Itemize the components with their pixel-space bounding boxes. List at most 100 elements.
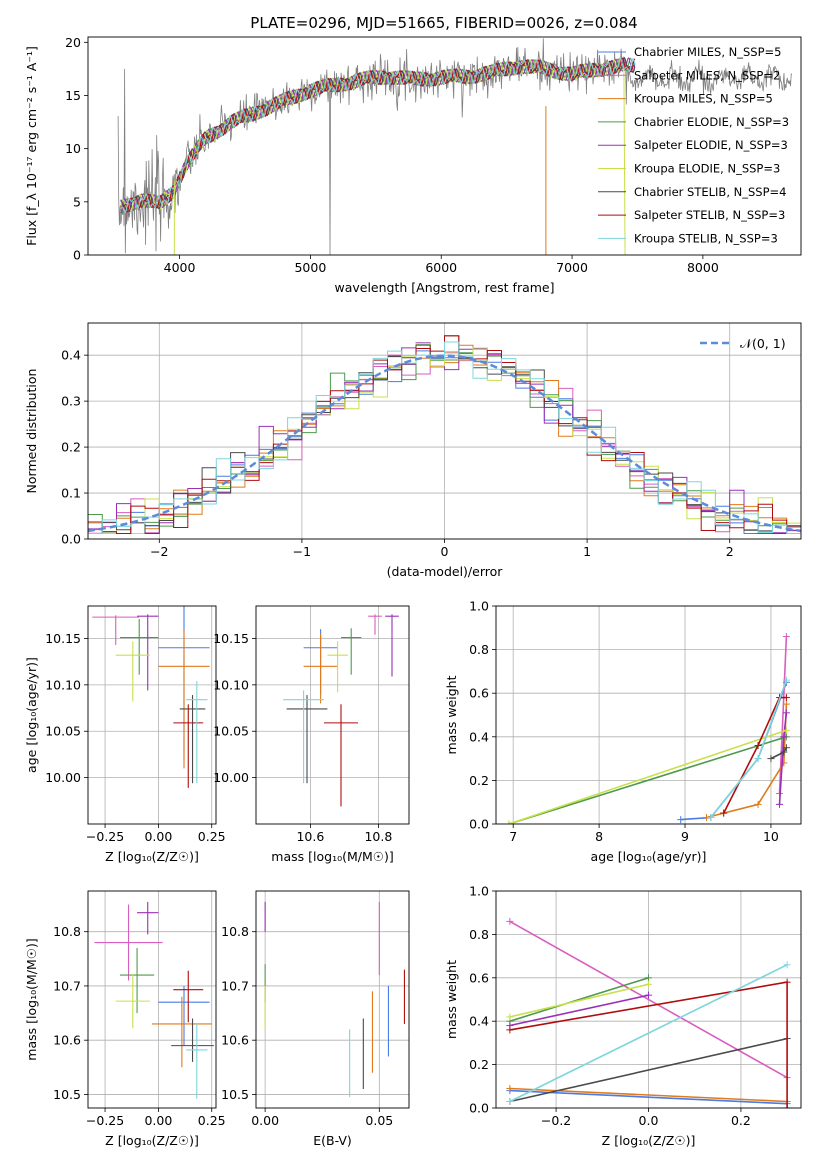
x-tick-label: 10	[763, 829, 779, 844]
y-tick-label: 10.05	[45, 724, 81, 739]
x-tick-label: 6000	[425, 260, 457, 275]
y-tick-label: 0.0	[469, 1101, 489, 1116]
y-tick-label: 0	[73, 248, 81, 263]
legend-entry: Kroupa ELODIE, N_SSP=3	[634, 162, 780, 176]
errorbar-point	[94, 904, 163, 981]
errorbar-point	[120, 947, 155, 1014]
x-tick-label: 0	[441, 544, 449, 559]
axes-frame	[255, 605, 410, 825]
errorbar-point	[92, 615, 140, 645]
plot-area	[88, 323, 801, 539]
y-tick-label: 0.3	[61, 394, 81, 409]
axes-frame	[87, 36, 802, 256]
normal-curve	[88, 354, 801, 533]
y-tick-label: 10.15	[45, 631, 81, 646]
y-axis-label: mass weight	[444, 675, 459, 754]
x-tick-label: 2	[726, 544, 734, 559]
x-axis-label: mass [log₁₀(M/M☉)]	[271, 849, 393, 864]
y-axis-label: age [log₁₀(age/yr)]	[24, 657, 39, 773]
y-tick-label: 10.8	[221, 924, 249, 939]
legend-entry: Salpeter ELODIE, N_SSP=3	[634, 138, 788, 152]
weight-line-8	[509, 964, 788, 1103]
y-tick-label: 0.2	[469, 1057, 489, 1072]
weight-line-4	[509, 994, 649, 1027]
errorbar-point	[137, 614, 159, 691]
chart-age-vs-mass: 10.6 10.8 10.00 10.05 10.10 10.15 mass [log₁₀(…	[213, 605, 410, 864]
y-tick-label: 0.1	[61, 486, 81, 501]
y-tick-label: 0.4	[469, 1014, 489, 1029]
y-tick-label: 10.5	[221, 1087, 249, 1102]
legend-entry: Chabrier MILES, N_SSP=5	[634, 45, 781, 59]
errorbar-point	[186, 1022, 208, 1099]
y-axis-label: Normed distribution	[24, 369, 39, 494]
errorbar-point	[179, 695, 206, 784]
x-axis-label: E(B-V)	[313, 1133, 352, 1148]
plot-area	[256, 891, 409, 1108]
chart-mass-vs-EBV: 0.00 0.05 10.5 10.6 10.7 10.8 E(B-V)	[221, 890, 410, 1148]
y-tick-label: 10.6	[53, 1033, 81, 1048]
x-axis-label: Z [log₁₀(Z/Z☉)]	[105, 849, 199, 864]
errorbar-point	[115, 974, 150, 1029]
x-tick-label: 0.00	[144, 1113, 172, 1128]
x-tick-label: 0.25	[198, 829, 226, 844]
x-tick-label: 0.00	[251, 1113, 279, 1128]
axes-frame	[87, 605, 217, 825]
axes-frame	[495, 605, 802, 825]
y-tick-label: 10.10	[45, 677, 81, 692]
errorbar-point	[120, 618, 159, 675]
errorbar-point	[324, 704, 358, 807]
errorbar-point	[115, 641, 150, 702]
x-tick-label: 7000	[556, 260, 588, 275]
y-tick-label: 20	[65, 35, 81, 50]
y-tick-label: 0.0	[61, 532, 81, 547]
legend-entry: 𝒩(0, 1)	[740, 336, 786, 351]
plot-area	[496, 606, 801, 824]
x-axis-label: age [log₁₀(age/yr)]	[591, 849, 707, 864]
errorbar-point	[173, 704, 204, 788]
errorbar-point	[283, 690, 324, 784]
x-tick-label: −1	[293, 544, 311, 559]
errorbar-point	[186, 681, 208, 784]
x-axis-label: Z [log₁₀(Z/Z☉)]	[105, 1133, 199, 1148]
legend-entry: Salpeter STELIB, N_SSP=3	[634, 208, 785, 222]
x-tick-label: 8000	[687, 260, 719, 275]
errorbar-point	[341, 628, 362, 675]
y-tick-label: 0.6	[469, 686, 489, 701]
model-spectrum-7	[120, 57, 636, 213]
x-tick-label: 7	[509, 829, 517, 844]
axes-frame	[87, 322, 802, 540]
x-tick-label: 9	[681, 829, 689, 844]
x-tick-label: −0.2	[541, 1113, 571, 1128]
y-tick-label: 0.4	[469, 729, 489, 744]
x-tick-label: 10.8	[364, 829, 392, 844]
x-tick-label: 1	[583, 544, 591, 559]
errorbar-point	[327, 641, 348, 693]
y-tick-label: 0.8	[469, 642, 489, 657]
axes-frame	[255, 890, 410, 1109]
y-axis-label: mass weight	[444, 960, 459, 1039]
legend: Chabrier MILES, N_SSP=5 Salpeter MILES, N…	[598, 45, 789, 245]
x-tick-label: −0.25	[86, 829, 124, 844]
legend: 𝒩(0, 1)	[700, 336, 786, 351]
y-tick-label: 0.4	[61, 348, 81, 363]
errorbar-point	[173, 970, 204, 1023]
chart-mass-vs-Z: −0.25 0.00 0.25 10.5 10.6 10.7 10.8 Z [log₁₀(Z/…	[24, 890, 226, 1148]
errorbar-point	[158, 985, 210, 1046]
y-tick-label: 10.6	[221, 1033, 249, 1048]
weight-line-3	[508, 736, 787, 824]
errorbar-point	[286, 695, 328, 784]
x-tick-label: −0.25	[86, 1113, 124, 1128]
y-tick-label: 10.10	[213, 677, 249, 692]
x-tick-label: 0.00	[144, 829, 172, 844]
plot-area	[256, 606, 409, 824]
chart-weight-vs-Z: −0.2 0.0 0.2 0.0 0.2 0.4 0.6 0.8 1.0 Z [log₁₀(Z/Z…	[444, 884, 802, 1148]
legend-entry: Chabrier STELIB, N_SSP=4	[634, 185, 786, 199]
weight-line-5	[508, 729, 787, 824]
plot-area	[117, 38, 793, 255]
x-tick-label: 0.25	[198, 1113, 226, 1128]
errorbar-point	[303, 633, 338, 704]
y-tick-label: 10.05	[213, 724, 249, 739]
y-tick-label: 0.8	[469, 927, 489, 942]
y-tick-label: 10.7	[53, 978, 81, 993]
